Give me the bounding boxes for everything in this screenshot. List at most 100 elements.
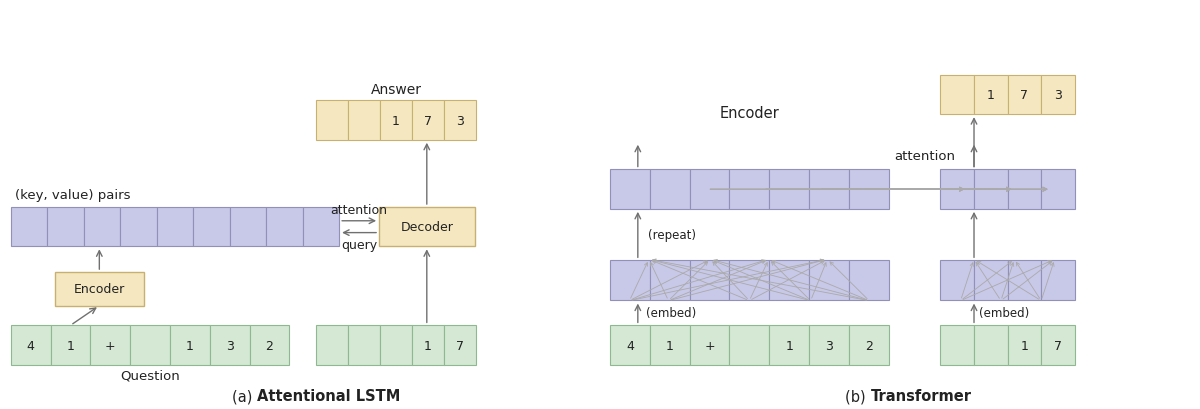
FancyBboxPatch shape (848, 326, 889, 365)
FancyBboxPatch shape (170, 326, 210, 365)
FancyBboxPatch shape (302, 207, 340, 247)
Text: +: + (104, 339, 115, 352)
Text: Encoder: Encoder (73, 283, 125, 296)
Text: (a): (a) (232, 388, 257, 403)
FancyBboxPatch shape (610, 261, 649, 300)
FancyBboxPatch shape (444, 101, 475, 141)
FancyBboxPatch shape (649, 261, 690, 300)
Text: 1: 1 (666, 339, 673, 352)
Text: 2: 2 (865, 339, 872, 352)
Text: (embed): (embed) (646, 306, 696, 319)
Text: (key, value) pairs: (key, value) pairs (14, 189, 131, 202)
FancyBboxPatch shape (610, 170, 649, 209)
FancyBboxPatch shape (412, 326, 444, 365)
FancyBboxPatch shape (229, 207, 266, 247)
FancyBboxPatch shape (157, 207, 193, 247)
FancyBboxPatch shape (649, 170, 690, 209)
FancyBboxPatch shape (690, 170, 730, 209)
Text: 3: 3 (226, 339, 234, 352)
FancyBboxPatch shape (380, 326, 412, 365)
FancyBboxPatch shape (730, 261, 769, 300)
FancyBboxPatch shape (1008, 261, 1042, 300)
Text: 3: 3 (1054, 89, 1062, 102)
FancyBboxPatch shape (193, 207, 229, 247)
FancyBboxPatch shape (1042, 170, 1075, 209)
FancyBboxPatch shape (317, 101, 348, 141)
FancyBboxPatch shape (130, 326, 170, 365)
FancyBboxPatch shape (84, 207, 120, 247)
Text: 1: 1 (986, 89, 995, 102)
Text: 3: 3 (824, 339, 833, 352)
Text: 7: 7 (1020, 89, 1028, 102)
FancyBboxPatch shape (941, 326, 974, 365)
FancyBboxPatch shape (1042, 326, 1075, 365)
FancyBboxPatch shape (730, 170, 769, 209)
FancyBboxPatch shape (690, 261, 730, 300)
FancyBboxPatch shape (1042, 261, 1075, 300)
FancyBboxPatch shape (11, 326, 50, 365)
Text: 2: 2 (265, 339, 274, 352)
FancyBboxPatch shape (809, 170, 848, 209)
FancyBboxPatch shape (47, 207, 84, 247)
FancyBboxPatch shape (379, 207, 474, 247)
Text: query: query (341, 238, 377, 251)
FancyBboxPatch shape (974, 326, 1008, 365)
Text: Question: Question (120, 369, 180, 382)
FancyBboxPatch shape (50, 326, 90, 365)
FancyBboxPatch shape (769, 261, 809, 300)
Text: (embed): (embed) (979, 306, 1030, 319)
FancyBboxPatch shape (317, 326, 348, 365)
Text: 7: 7 (1054, 339, 1062, 352)
FancyBboxPatch shape (941, 76, 974, 115)
Text: 7: 7 (424, 115, 432, 127)
Text: 1: 1 (785, 339, 793, 352)
FancyBboxPatch shape (120, 207, 157, 247)
FancyBboxPatch shape (348, 326, 380, 365)
FancyBboxPatch shape (266, 207, 302, 247)
FancyBboxPatch shape (1008, 326, 1042, 365)
Text: 1: 1 (392, 115, 400, 127)
Text: (repeat): (repeat) (648, 229, 696, 241)
FancyBboxPatch shape (90, 326, 130, 365)
Text: attention: attention (894, 149, 955, 162)
FancyBboxPatch shape (809, 261, 848, 300)
FancyBboxPatch shape (348, 101, 380, 141)
FancyBboxPatch shape (1008, 76, 1042, 115)
FancyBboxPatch shape (380, 101, 412, 141)
Text: 1: 1 (1020, 339, 1028, 352)
Text: 4: 4 (26, 339, 35, 352)
FancyBboxPatch shape (730, 326, 769, 365)
FancyBboxPatch shape (809, 326, 848, 365)
Text: Decoder: Decoder (401, 220, 454, 234)
FancyBboxPatch shape (444, 326, 475, 365)
FancyBboxPatch shape (610, 326, 649, 365)
FancyBboxPatch shape (1008, 170, 1042, 209)
Text: 7: 7 (456, 339, 463, 352)
Text: 4: 4 (626, 339, 634, 352)
Text: +: + (704, 339, 715, 352)
Text: 1: 1 (424, 339, 432, 352)
Text: 1: 1 (186, 339, 194, 352)
FancyBboxPatch shape (848, 261, 889, 300)
Text: Attentional LSTM: Attentional LSTM (257, 388, 400, 403)
Text: Answer: Answer (371, 83, 421, 97)
Text: attention: attention (331, 203, 388, 216)
Text: Transformer: Transformer (871, 388, 972, 403)
FancyBboxPatch shape (54, 272, 144, 306)
FancyBboxPatch shape (250, 326, 289, 365)
FancyBboxPatch shape (769, 326, 809, 365)
FancyBboxPatch shape (941, 170, 974, 209)
Text: Encoder: Encoder (720, 106, 779, 121)
FancyBboxPatch shape (1042, 76, 1075, 115)
FancyBboxPatch shape (974, 170, 1008, 209)
FancyBboxPatch shape (848, 170, 889, 209)
FancyBboxPatch shape (11, 207, 47, 247)
Text: 3: 3 (456, 115, 463, 127)
FancyBboxPatch shape (941, 261, 974, 300)
FancyBboxPatch shape (769, 170, 809, 209)
FancyBboxPatch shape (210, 326, 250, 365)
FancyBboxPatch shape (974, 261, 1008, 300)
Text: 1: 1 (66, 339, 74, 352)
FancyBboxPatch shape (690, 326, 730, 365)
FancyBboxPatch shape (974, 76, 1008, 115)
